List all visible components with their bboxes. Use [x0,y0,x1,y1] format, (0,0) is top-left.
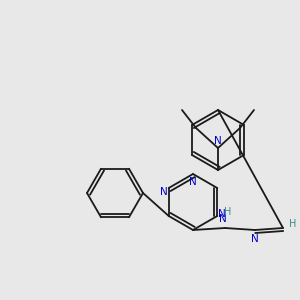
Text: H: H [289,219,297,229]
Text: N: N [214,136,222,146]
Text: H: H [224,207,232,217]
Text: N: N [251,234,259,244]
Text: N: N [218,209,226,219]
Text: N: N [189,177,197,187]
Text: N: N [160,187,168,197]
Text: N: N [219,214,227,224]
